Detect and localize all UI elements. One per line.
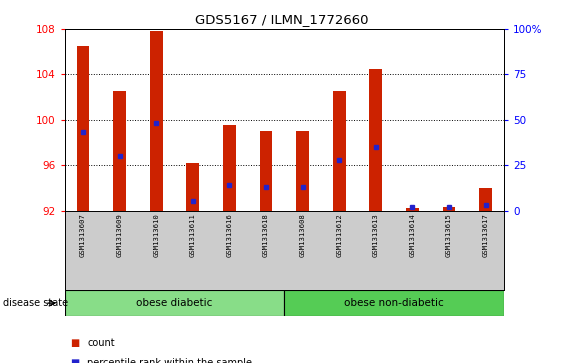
Text: ■: ■: [70, 358, 79, 363]
Bar: [150, 31, 163, 211]
Bar: [113, 91, 126, 211]
Text: obese non-diabetic: obese non-diabetic: [344, 298, 444, 308]
Bar: [333, 91, 346, 211]
Text: ■: ■: [70, 338, 79, 348]
Bar: [223, 126, 236, 211]
Text: GSM1313610: GSM1313610: [153, 213, 159, 257]
Text: GSM1313616: GSM1313616: [226, 213, 233, 257]
Text: GSM1313609: GSM1313609: [117, 213, 123, 257]
Text: GSM1313608: GSM1313608: [300, 213, 306, 257]
Text: GSM1313613: GSM1313613: [373, 213, 379, 257]
Text: GSM1313615: GSM1313615: [446, 213, 452, 257]
Bar: [284, 290, 504, 316]
Bar: [77, 46, 90, 211]
Text: GDS5167 / ILMN_1772660: GDS5167 / ILMN_1772660: [195, 13, 368, 26]
Bar: [369, 69, 382, 211]
Bar: [65, 290, 284, 316]
Text: GSM1313618: GSM1313618: [263, 213, 269, 257]
Bar: [186, 163, 199, 211]
Text: GSM1313612: GSM1313612: [336, 213, 342, 257]
Text: count: count: [87, 338, 115, 348]
Bar: [479, 188, 492, 211]
Text: GSM1313611: GSM1313611: [190, 213, 196, 257]
Bar: [260, 131, 272, 211]
Text: GSM1313617: GSM1313617: [482, 213, 489, 257]
Text: percentile rank within the sample: percentile rank within the sample: [87, 358, 252, 363]
Text: GSM1313614: GSM1313614: [409, 213, 415, 257]
Bar: [443, 207, 455, 211]
Text: disease state: disease state: [3, 298, 68, 308]
Text: GSM1313607: GSM1313607: [80, 213, 86, 257]
Text: obese diabetic: obese diabetic: [136, 298, 213, 308]
Bar: [296, 131, 309, 211]
Bar: [406, 208, 419, 211]
